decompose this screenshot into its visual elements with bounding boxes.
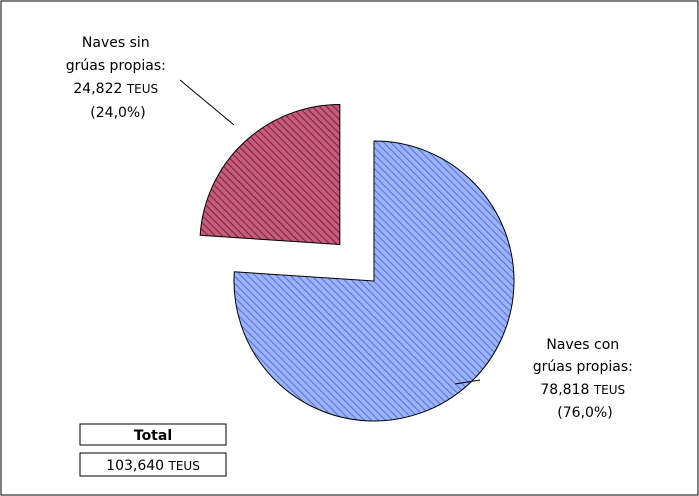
slice-unit-sin: TEUS xyxy=(126,82,158,96)
slice-label-sin-line2: grúas propias: xyxy=(66,58,166,74)
leader-line-con xyxy=(454,379,481,385)
svg-text:103,640 TEUS: 103,640 TEUS xyxy=(106,458,200,474)
slice-value-sin: 24,822 xyxy=(73,81,122,97)
total-title: Total xyxy=(134,428,172,444)
total-box: Total 103,640 TEUS xyxy=(79,423,227,477)
pie-slices xyxy=(199,103,515,422)
slice-label-sin: Naves sin grúas propias: 24,822 TEUS (24… xyxy=(66,35,171,121)
total-unit: TEUS xyxy=(168,459,200,473)
slice-label-con-line1: Naves con xyxy=(546,337,619,353)
slice-percent-con: (76,0%) xyxy=(557,405,612,421)
slice-label-sin-line1: Naves sin xyxy=(82,35,150,51)
total-title-cell xyxy=(79,423,227,446)
leader-line-sin xyxy=(179,79,235,126)
slice-unit-con: TEUS xyxy=(593,383,625,397)
pie-slice-sin xyxy=(199,103,341,246)
slice-percent-sin: (24,0%) xyxy=(90,105,145,121)
slice-label-con: Naves con grúas propias: 78,818 TEUS (76… xyxy=(533,337,638,421)
total-value-cell xyxy=(79,452,227,477)
slice-value-con: 78,818 xyxy=(540,382,589,398)
slice-label-con-line2: grúas propias: xyxy=(533,359,633,375)
leader-lines xyxy=(179,79,481,385)
pie-slice-con xyxy=(233,140,515,422)
total-value: 103,640 xyxy=(106,458,164,474)
